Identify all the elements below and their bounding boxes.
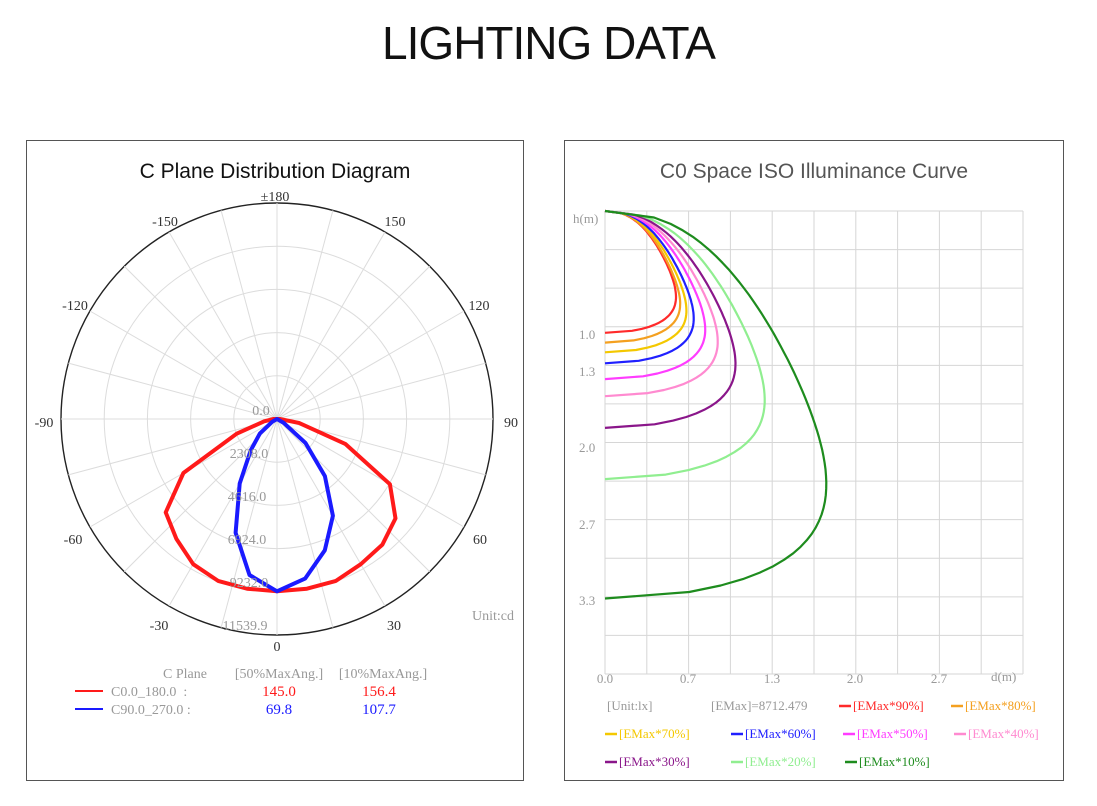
iso-ytick: 1.3 (579, 364, 595, 379)
polar-series (163, 417, 398, 594)
iso-xtick: 2.0 (847, 671, 863, 686)
legend-row-name: C0.0_180.0 : (111, 685, 187, 700)
radial-tick: 9232.0 (230, 576, 269, 591)
iso-chart-title: C0 Space ISO Illuminance Curve (660, 160, 968, 183)
polar-chart-title: C Plane Distribution Diagram (140, 160, 411, 183)
iso-xtick: 2.7 (931, 671, 948, 686)
iso-xtick: 1.3 (764, 671, 780, 686)
iso-legend-item-10: [EMax*10%] (859, 754, 930, 769)
legend-row-name: C90.0_270.0 : (111, 703, 191, 718)
angle-label-neg30: -30 (150, 619, 169, 634)
iso-curve-emax50 (604, 209, 707, 381)
iso-legend-item-30: [EMax*30%] (619, 754, 690, 769)
polar-chart: C Plane Distribution Diagram ±180 -150 1… (35, 160, 518, 718)
radial-tick: 11539.9 (223, 619, 268, 634)
iso-ytick: 2.0 (579, 440, 595, 455)
iso-curve-emax20 (604, 209, 766, 481)
iso-legend-item-60: [EMax*60%] (745, 726, 816, 741)
iso-ytick: 2.7 (579, 517, 596, 532)
angle-label-0: 0 (274, 640, 281, 655)
radial-tick: 0.0 (252, 404, 270, 419)
iso-chart: C0 Space ISO Illuminance Curve h(m) d(m)… (573, 160, 1039, 769)
iso-curve-emax60 (604, 209, 695, 365)
angle-label-180: ±180 (261, 190, 290, 205)
iso-curve-emax90 (604, 209, 678, 334)
iso-legend-item-80: [EMax*80%] (965, 698, 1036, 713)
iso-ytick: 3.3 (579, 593, 595, 608)
iso-curve-emax40 (604, 209, 719, 398)
iso-curve-emax80 (604, 209, 682, 344)
page-title: LIGHTING DATA (382, 17, 716, 69)
radial-tick: 4616.0 (228, 490, 267, 505)
radial-tick: 6924.0 (228, 533, 267, 548)
legend-row-v50: 145.0 (262, 684, 296, 700)
angle-label-neg120: -120 (62, 299, 88, 314)
legend-header-10: [10%MaxAng.] (339, 667, 427, 682)
polar-chart-panel: C Plane Distribution Diagram ±180 -150 1… (26, 140, 524, 781)
angle-label-120: 120 (469, 299, 490, 314)
iso-curve-emax10 (604, 209, 828, 600)
iso-legend-item-70: [EMax*70%] (619, 726, 690, 741)
unit-label: Unit:cd (472, 609, 514, 624)
iso-xtick: 0.0 (597, 671, 613, 686)
angle-label-neg90: -90 (35, 416, 54, 431)
legend-header-cplane: C Plane (163, 667, 207, 682)
angle-label-90: 90 (504, 416, 518, 431)
iso-ylabel: h(m) (573, 211, 598, 226)
legend-header-50: [50%MaxAng.] (235, 667, 323, 682)
angle-label-60: 60 (473, 533, 487, 548)
iso-legend-item-50: [EMax*50%] (857, 726, 928, 741)
iso-legend-unit: [Unit:lx] (607, 698, 653, 713)
legend-row-v10: 156.4 (362, 684, 396, 700)
iso-legend-emax: [EMax]=8712.479 (711, 698, 808, 713)
iso-legend-item-90: [EMax*90%] (853, 698, 924, 713)
angle-label-neg150: -150 (152, 215, 178, 230)
legend-row-v10: 107.7 (362, 702, 396, 718)
iso-legend-item-20: [EMax*20%] (745, 754, 816, 769)
iso-xlabel: d(m) (991, 669, 1016, 684)
iso-curve-emax70 (604, 209, 688, 354)
iso-xtick: 0.7 (680, 671, 697, 686)
angle-label-150: 150 (385, 215, 406, 230)
iso-grid (604, 210, 1024, 675)
polar-series-C90.0_270.0 (233, 417, 335, 594)
iso-chart-panel: C0 Space ISO Illuminance Curve h(m) d(m)… (564, 140, 1064, 781)
iso-curve-emax30 (604, 209, 737, 429)
iso-legend-item-40: [EMax*40%] (968, 726, 1039, 741)
angle-label-30: 30 (387, 619, 401, 634)
radial-tick: 2308.0 (230, 447, 269, 462)
angle-label-neg60: -60 (64, 533, 83, 548)
iso-series (604, 209, 828, 600)
iso-ytick: 1.0 (579, 327, 595, 342)
legend-row-v50: 69.8 (266, 702, 292, 718)
